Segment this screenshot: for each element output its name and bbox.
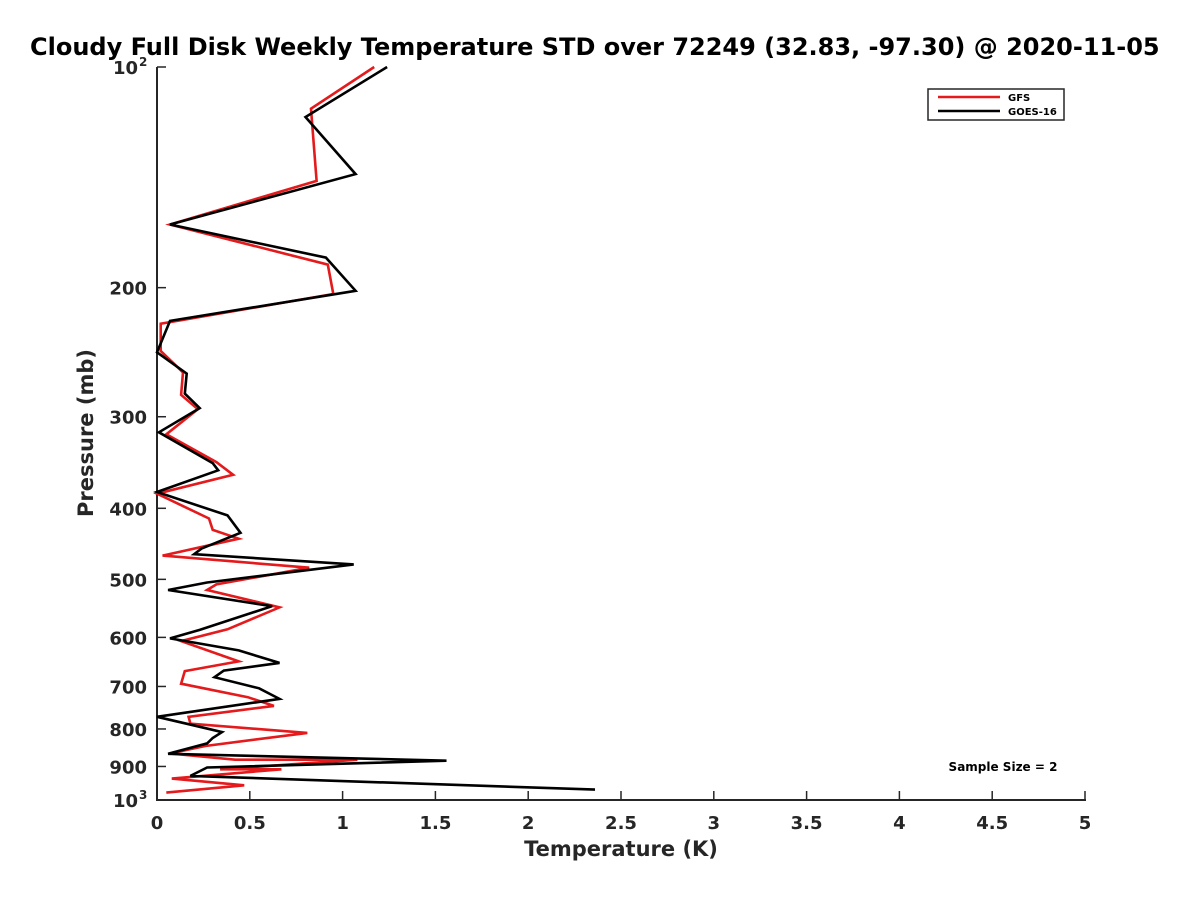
- axes: [156, 67, 1086, 801]
- y-axis-label: Pressure (mb): [74, 349, 98, 517]
- x-axis-label: Temperature (K): [524, 837, 718, 861]
- y-tick-exponent: 2: [139, 55, 147, 69]
- y-tick-label: 700: [109, 677, 147, 698]
- x-tick-label: 0.5: [234, 813, 266, 834]
- x-tick-label: 1.5: [419, 813, 451, 834]
- y-tick-label: 300: [109, 408, 147, 429]
- x-tick-label: 5: [1079, 813, 1092, 834]
- x-tick-label: 3.5: [791, 813, 823, 834]
- series-layer: [152, 65, 596, 794]
- y-tick-label: 10: [113, 58, 138, 79]
- series-line-goes16: [152, 65, 596, 791]
- x-tick-label: 3: [708, 813, 721, 834]
- x-tick-label: 2: [522, 813, 535, 834]
- x-tick-label: 4.5: [976, 813, 1008, 834]
- y-tick-label: 900: [109, 757, 147, 778]
- y-tick-label: 800: [109, 720, 147, 741]
- chart-title: Cloudy Full Disk Weekly Temperature STD …: [30, 33, 1160, 61]
- x-tick-label: 2.5: [605, 813, 637, 834]
- y-tick-label: 600: [109, 628, 147, 649]
- x-tick-label: 0: [151, 813, 164, 834]
- x-tick-label: 1: [336, 813, 349, 834]
- legend: GFS GOES-16: [927, 88, 1065, 121]
- x-tick-label: 4: [893, 813, 906, 834]
- y-tick-label: 400: [109, 499, 147, 520]
- y-tick-label: 200: [109, 279, 147, 300]
- legend-box: [927, 88, 1065, 121]
- legend-label-goes16: GOES-16: [1008, 107, 1057, 118]
- legend-label-gfs: GFS: [1008, 93, 1030, 104]
- y-tick-label: 10: [113, 791, 138, 812]
- sample-size-annotation: Sample Size = 2: [949, 760, 1058, 774]
- series-line-gfs: [153, 65, 375, 794]
- y-tick-label: 500: [109, 570, 147, 591]
- y-tick-exponent: 3: [139, 788, 147, 802]
- x-ticks: 0 0.5 1 1.5 2 2.5 3 3.5 4 4.5 5: [151, 791, 1092, 834]
